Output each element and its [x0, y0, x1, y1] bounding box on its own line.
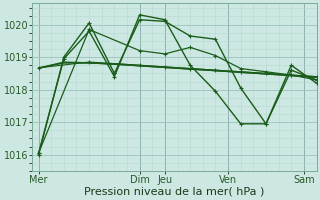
X-axis label: Pression niveau de la mer( hPa ): Pression niveau de la mer( hPa ) [84, 187, 265, 197]
